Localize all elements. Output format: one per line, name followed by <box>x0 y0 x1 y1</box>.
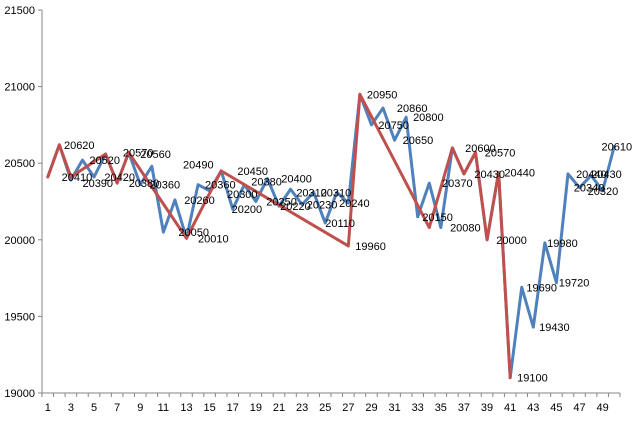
x-tick-label: 43 <box>527 402 539 414</box>
x-tick-label: 7 <box>114 402 120 414</box>
x-tick-label: 19 <box>250 402 262 414</box>
data-label: 19690 <box>526 282 557 294</box>
x-tick-label: 47 <box>573 402 585 414</box>
y-tick-label: 19500 <box>4 311 35 323</box>
data-label: 20800 <box>413 112 444 124</box>
data-label: 20310 <box>321 187 352 199</box>
data-label: 20360 <box>150 180 181 192</box>
data-label: 20360 <box>205 180 236 192</box>
x-tick-label: 21 <box>273 402 285 414</box>
series-layer <box>46 92 616 380</box>
data-label: 19980 <box>547 238 578 250</box>
data-label: 19430 <box>539 322 570 334</box>
data-label: 20370 <box>442 178 473 190</box>
data-label: 20310 <box>296 187 327 199</box>
x-tick-label: 15 <box>203 402 215 414</box>
x-tick-label: 35 <box>435 402 447 414</box>
data-label: 20200 <box>232 204 263 216</box>
data-label: 20430 <box>591 169 622 181</box>
data-label: 20570 <box>485 147 516 159</box>
data-label: 20010 <box>198 233 229 245</box>
data-label: 20250 <box>266 197 297 209</box>
data-label: 19720 <box>559 278 590 290</box>
data-label: 20050 <box>178 227 209 239</box>
data-label: 20080 <box>450 223 481 235</box>
data-label: 20380 <box>129 178 160 190</box>
x-tick-label: 11 <box>158 402 169 414</box>
data-label: 19960 <box>355 241 386 253</box>
data-label: 20410 <box>62 172 93 184</box>
data-label: 20230 <box>307 200 338 212</box>
x-tick-label: 5 <box>91 402 97 414</box>
x-tick-group: 1 3 5 7 9 11 13 15 17 19 21 23 25 27 29 31 33 35 37 39 41 43 4… <box>41 393 621 414</box>
data-label: 20340 <box>574 183 605 195</box>
data-label: 20570 <box>123 147 154 159</box>
y-tick-label: 21000 <box>4 82 35 94</box>
y-tick-label: 21500 <box>4 5 35 17</box>
x-tick-label: 45 <box>550 402 562 414</box>
y-tick-group: 19000 19500 20000 20500 21000 21500 <box>4 5 42 400</box>
data-label: 20450 <box>237 166 268 178</box>
y-tick-label: 19000 <box>4 388 35 400</box>
data-label-layer: 2062020410203902052020420205702056020380… <box>62 89 632 384</box>
x-tick-label: 17 <box>227 402 239 414</box>
data-label: 20520 <box>89 155 120 167</box>
x-tick-label: 41 <box>504 402 516 414</box>
data-label: 20390 <box>82 178 113 190</box>
data-label: 20430 <box>474 169 505 181</box>
x-tick-label: 3 <box>68 402 74 414</box>
x-tick-label: 25 <box>319 402 331 414</box>
x-tick-label: 27 <box>342 402 354 414</box>
data-label: 19100 <box>517 373 548 385</box>
x-tick-label: 9 <box>137 402 143 414</box>
data-label: 20620 <box>64 140 95 152</box>
series-line-blue <box>46 92 616 380</box>
x-tick-label: 13 <box>180 402 192 414</box>
data-label: 20490 <box>183 160 214 172</box>
data-label: 20260 <box>184 195 215 207</box>
y-tick-label: 20500 <box>4 158 35 170</box>
data-label: 20610 <box>602 141 633 153</box>
x-tick-label: 37 <box>458 402 470 414</box>
x-tick-label: 1 <box>45 402 51 414</box>
data-label: 20300 <box>227 189 258 201</box>
x-tick-label: 39 <box>481 402 493 414</box>
data-label: 20750 <box>378 120 409 132</box>
data-label: 20650 <box>403 135 434 147</box>
x-tick-label: 31 <box>388 402 400 414</box>
data-label: 20240 <box>339 198 370 210</box>
x-tick-label: 23 <box>296 402 308 414</box>
x-tick-label: 49 <box>597 402 609 414</box>
data-label: 20380 <box>251 177 282 189</box>
data-label: 20950 <box>367 89 398 101</box>
data-label: 20420 <box>104 172 135 184</box>
data-label: 20320 <box>588 186 619 198</box>
y-tick-label: 20000 <box>4 235 35 247</box>
series-line-red <box>46 92 512 380</box>
x-tick-label: 29 <box>365 402 377 414</box>
data-label: 20440 <box>576 169 607 181</box>
data-label: 20110 <box>325 218 355 230</box>
data-label: 20860 <box>397 103 428 115</box>
x-tick-label: 33 <box>412 402 424 414</box>
data-label: 20560 <box>140 149 171 161</box>
data-label: 20440 <box>504 167 535 179</box>
data-label: 20000 <box>496 235 527 247</box>
data-label: 20600 <box>465 143 496 155</box>
data-label: 20220 <box>280 201 311 213</box>
data-label: 20150 <box>422 212 453 224</box>
data-label: 20400 <box>281 174 312 186</box>
